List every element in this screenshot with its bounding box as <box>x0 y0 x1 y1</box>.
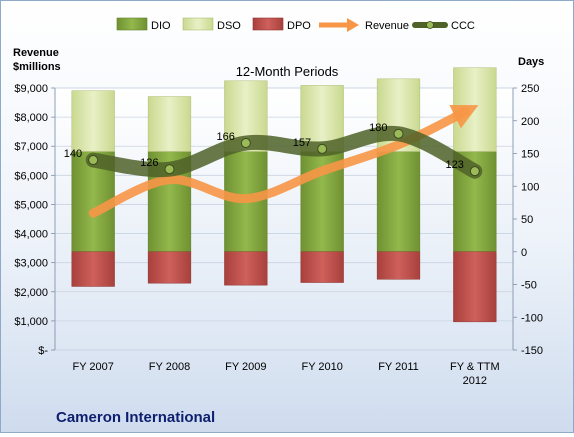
chart-title: 12-Month Periods <box>236 64 339 79</box>
left-axis: $- $1,000 $2,000 $3,000 $4,000 $5,000 $6,000 $7… <box>14 83 56 357</box>
ccc-point <box>469 166 480 177</box>
legend-label: CCC <box>451 20 475 32</box>
right-tick-label: -50 <box>521 280 537 292</box>
right-tick-label: -100 <box>521 312 543 324</box>
legend-label: Revenue <box>365 20 409 32</box>
right-tick-label: 200 <box>521 116 539 128</box>
bar-dso <box>147 96 192 152</box>
left-tick-label: $5,000 <box>14 199 48 211</box>
legend-swatch-marker <box>426 21 434 29</box>
x-tick-label: FY 2009 <box>225 361 266 373</box>
ccc-point <box>164 164 175 175</box>
left-tick-label: $- <box>38 345 48 357</box>
ccc-data-label: 140 <box>64 148 82 160</box>
bar-dpo <box>300 251 344 283</box>
x-tick-label: FY 2007 <box>72 361 113 373</box>
x-axis: FY 2007 FY 2008 FY 2009 FY 2010 FY 2011 FY & … <box>72 361 499 387</box>
ccc-point <box>88 155 99 166</box>
bar-dso <box>71 90 115 152</box>
left-tick-label: $4,000 <box>14 229 48 241</box>
left-tick-label: $9,000 <box>14 83 48 95</box>
ccc-data-label: 123 <box>445 159 463 171</box>
legend-swatch <box>182 17 214 31</box>
ccc-data-label: 157 <box>293 137 311 149</box>
right-tick-label: 250 <box>521 83 539 95</box>
legend-swatch <box>252 17 284 31</box>
right-tick-label: 150 <box>521 149 539 161</box>
left-tick-label: $7,000 <box>14 141 48 153</box>
ccc-data-label: 166 <box>216 131 234 143</box>
x-tick-label: FY 2008 <box>149 361 190 373</box>
x-tick-label: FY 2010 <box>301 361 342 373</box>
ccc-data-label: 180 <box>369 122 387 134</box>
ccc-point <box>317 143 328 154</box>
ccc-data-label: 126 <box>140 157 158 169</box>
left-axis-label-line2: $millions <box>13 61 61 73</box>
left-tick-label: $6,000 <box>14 170 48 182</box>
legend-label: DIO <box>151 20 171 32</box>
left-tick-label: $2,000 <box>14 287 48 299</box>
right-tick-label: 50 <box>521 214 533 226</box>
bar-dpo <box>71 251 115 287</box>
lines: 140 126 166 157 180 123 <box>64 105 483 218</box>
left-tick-label: $8,000 <box>14 112 48 124</box>
x-tick-label: 2012 <box>463 375 487 387</box>
ccc-point <box>393 128 404 139</box>
left-tick-label: $1,000 <box>14 316 48 328</box>
legend-swatch <box>116 17 148 31</box>
company-name: Cameron International <box>56 409 215 426</box>
right-tick-label: 0 <box>521 247 527 259</box>
legend-label: DPO <box>287 20 311 32</box>
right-tick-label: -150 <box>521 345 543 357</box>
revenue-line <box>88 107 470 218</box>
x-tick-label: FY & TTM <box>450 361 500 373</box>
left-axis-label-line1: Revenue <box>13 47 59 59</box>
legend-swatch-arrowhead <box>347 18 359 32</box>
right-axis-label: Days <box>518 56 544 68</box>
bar-dpo <box>453 251 497 323</box>
left-tick-label: $3,000 <box>14 258 48 270</box>
legend: DIO DSO DPO Revenue CCC <box>116 17 475 32</box>
bar-dpo <box>224 251 268 286</box>
legend-label: DSO <box>217 20 241 32</box>
revenue-arrowhead <box>449 105 479 129</box>
bar-dpo <box>376 251 421 280</box>
bar-dio <box>376 151 421 252</box>
ccc-point <box>240 138 251 149</box>
bar-dpo <box>147 251 192 284</box>
right-axis: -150 -100 -50 0 50 100 150 200 250 <box>512 83 543 357</box>
x-tick-label: FY 2011 <box>378 361 419 373</box>
right-tick-label: 100 <box>521 181 539 193</box>
